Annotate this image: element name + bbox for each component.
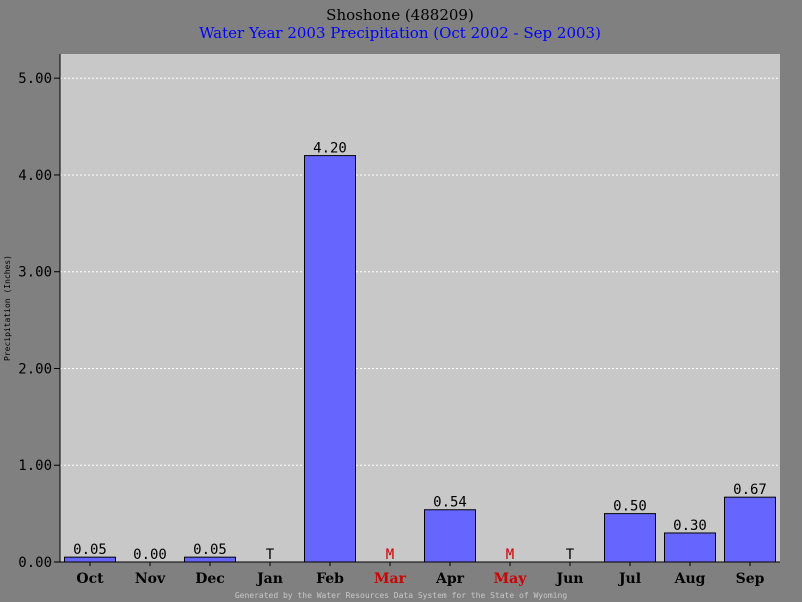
x-tick-label-nov: Nov (135, 571, 166, 587)
x-tick-label-jun: Jun (555, 571, 584, 587)
x-tick-label-aug: Aug (674, 571, 706, 587)
x-tick-label-dec: Dec (195, 571, 225, 587)
data-label-aug: 0.30 (673, 518, 707, 534)
plot-area (60, 54, 780, 562)
footer-credit: Generated by the Water Resources Data Sy… (235, 591, 568, 600)
x-tick-label-may: May (494, 571, 528, 587)
data-label-apr: 0.54 (433, 495, 467, 511)
data-label-nov: 0.00 (133, 547, 167, 563)
y-tick-label: 5.00 (18, 71, 52, 87)
y-tick-label: 4.00 (18, 168, 52, 184)
y-tick-label: 3.00 (18, 265, 52, 281)
x-axis: Oct Nov Dec Jan Feb Mar Apr May Jun Jul Aug Sep (76, 562, 765, 587)
data-label-may: M (506, 547, 514, 563)
data-label-jan: T (266, 547, 275, 563)
x-tick-label-jul: Jul (617, 571, 641, 587)
bar-aug (664, 532, 716, 563)
x-tick-label-jan: Jan (255, 571, 283, 587)
x-tick-label-feb: Feb (316, 571, 344, 587)
y-tick-label: 1.00 (18, 458, 52, 474)
y-tick-label: 2.00 (18, 361, 52, 377)
y-axis-label: Precipitation (Inches) (3, 255, 12, 361)
y-axis: 0.00 1.00 2.00 3.00 4.00 5.00 (18, 71, 60, 571)
x-tick-label-apr: Apr (435, 571, 465, 587)
data-label-mar: M (386, 547, 394, 563)
data-label-feb: 4.20 (313, 141, 347, 157)
bar-apr (424, 509, 476, 563)
data-label-oct: 0.05 (73, 542, 107, 558)
bar-jul (604, 513, 656, 563)
chart-subtitle: Water Year 2003 Precipitation (Oct 2002 … (199, 24, 601, 42)
x-tick-label-mar: Mar (374, 571, 407, 587)
data-label-jul: 0.50 (613, 499, 647, 515)
bar-feb (304, 155, 356, 563)
y-tick-label: 0.00 (18, 555, 52, 571)
grid-lines (60, 77, 780, 466)
x-tick-label-oct: Oct (76, 571, 104, 587)
data-labels: 0.05 0.00 0.05 T 4.20 M 0.54 M T 0.50 0.30 0.67 (73, 141, 767, 563)
data-label-sep: 0.67 (733, 482, 767, 498)
chart-title: Shoshone (488209) (326, 6, 474, 24)
data-label-jun: T (566, 547, 575, 563)
bar-sep (724, 496, 776, 563)
x-tick-label-sep: Sep (736, 571, 765, 587)
data-label-dec: 0.05 (193, 542, 227, 558)
